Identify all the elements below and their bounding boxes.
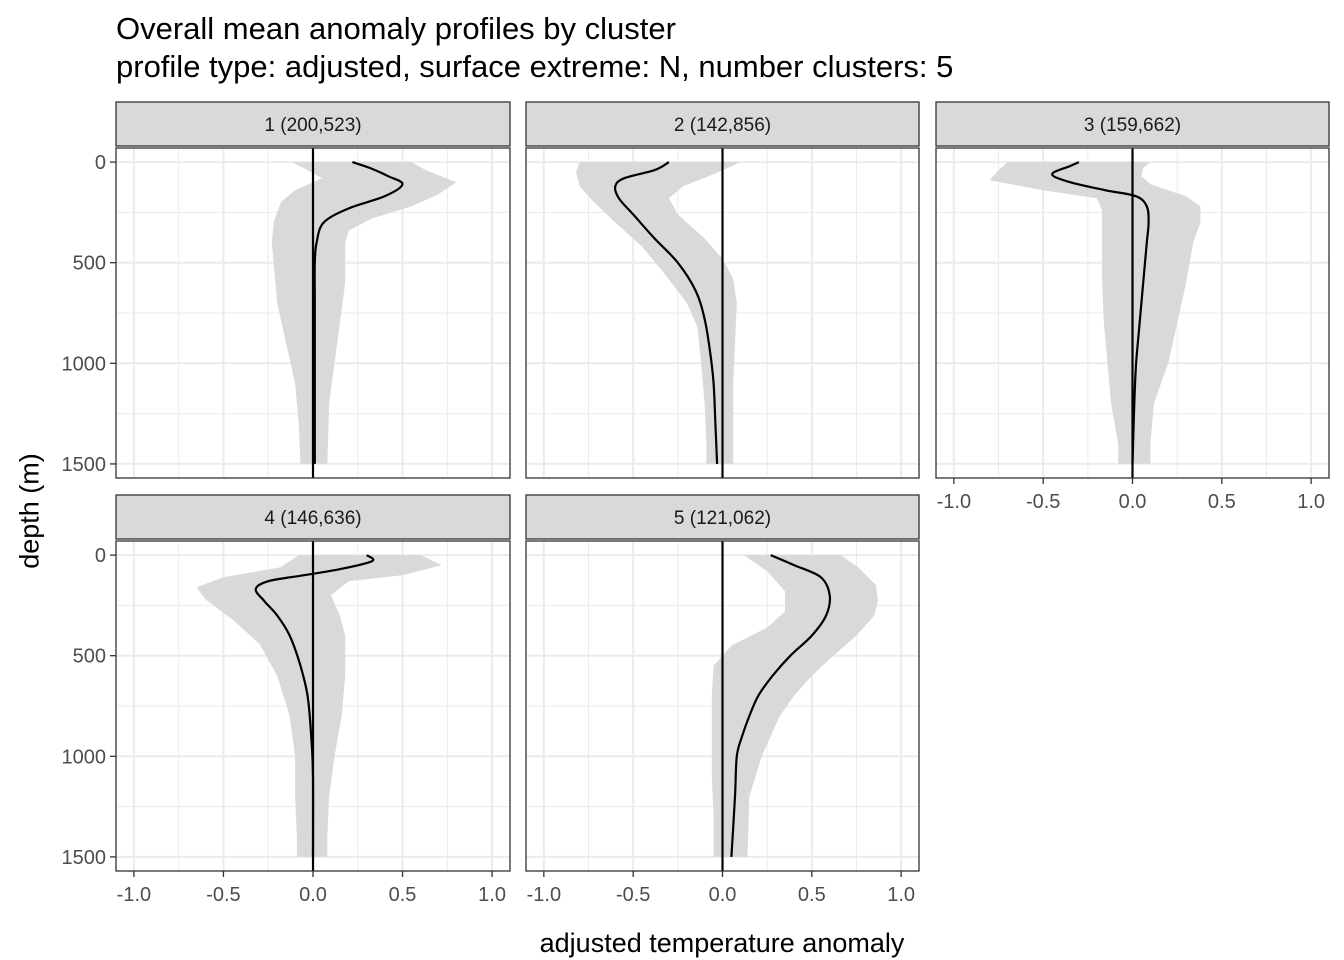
y-axis-label: depth (m): [14, 453, 45, 569]
x-tick-label: 1.0: [478, 884, 506, 906]
mean-anomaly-profile-line: [313, 161, 404, 464]
mean-anomaly-profile-line: [730, 554, 832, 857]
y-tick-label: 1000: [62, 746, 107, 768]
x-tick-label: -1.0: [117, 884, 151, 906]
x-tick-label: 0.5: [798, 884, 826, 906]
x-tick-label: -0.5: [616, 884, 650, 906]
chart-title: Overall mean anomaly profiles by cluster: [116, 11, 676, 46]
x-tick-label: -0.5: [1026, 491, 1060, 513]
anomaly-range-band: [711, 555, 878, 857]
mean-anomaly-profile-line: [254, 554, 375, 857]
panel-border: [525, 147, 920, 479]
x-tick-label: 0.5: [1208, 491, 1236, 513]
x-axis-label: adjusted temperature anomaly: [539, 928, 905, 958]
facet-panel-3: 3 (159,662) -1.0 -0.5 0.0 0.5 1.0: [935, 101, 1330, 513]
y-tick-label: 1500: [62, 847, 107, 869]
y-tick-label: 0: [95, 545, 106, 567]
facet-strip-label: 1 (200,523): [264, 115, 361, 136]
facet-strip: [935, 101, 1330, 147]
anomaly-range-band: [196, 555, 442, 857]
y-tick-label: 1000: [62, 353, 107, 375]
chart-subtitle: profile type: adjusted, surface extreme:…: [116, 49, 954, 84]
anomaly-range-band: [576, 162, 741, 464]
facet-strip-label: 2 (142,856): [674, 115, 771, 136]
facet-strip: [525, 494, 920, 540]
x-tick-label: -0.5: [206, 884, 240, 906]
facet-strip-label: 3 (159,662): [1084, 115, 1181, 136]
facet-strip: [115, 101, 511, 147]
facet-strip: [525, 101, 920, 147]
mean-anomaly-profile-line: [1050, 161, 1150, 464]
y-tick-label: 500: [73, 646, 106, 668]
facet-strip-label: 4 (146,636): [264, 508, 361, 529]
x-tick-label: 0.5: [389, 884, 417, 906]
facet-strip: [115, 494, 511, 540]
x-tick-label: 0.0: [709, 884, 737, 906]
facet-panel-4: 4 (146,636) 0 500 1000 1500 -1.0 -0.5 0.0 0.5 1.0: [62, 494, 511, 906]
x-tick-label: 0.0: [1119, 491, 1147, 513]
y-tick-label: 500: [73, 253, 106, 275]
mean-anomaly-profile-line: [613, 161, 719, 464]
y-tick-label: 1500: [62, 454, 107, 476]
x-tick-label: -1.0: [937, 491, 971, 513]
facet-panel-5: 5 (121,062) -1.0 -0.5 0.0 0.5 1.0: [525, 494, 920, 906]
chart-title-block: Overall mean anomaly profiles by cluster…: [116, 10, 953, 86]
facet-strip-label: 5 (121,062): [674, 508, 771, 529]
facet-panel-1: 1 (200,523) 0 500 1000 1500: [62, 101, 511, 479]
x-tick-label: 0.0: [299, 884, 327, 906]
x-tick-label: -1.0: [527, 884, 561, 906]
x-tick-label: 1.0: [887, 884, 915, 906]
x-tick-label: 1.0: [1297, 491, 1325, 513]
y-tick-label: 0: [95, 152, 106, 174]
panel-border: [115, 147, 511, 479]
facet-panel-2: 2 (142,856): [525, 101, 920, 479]
